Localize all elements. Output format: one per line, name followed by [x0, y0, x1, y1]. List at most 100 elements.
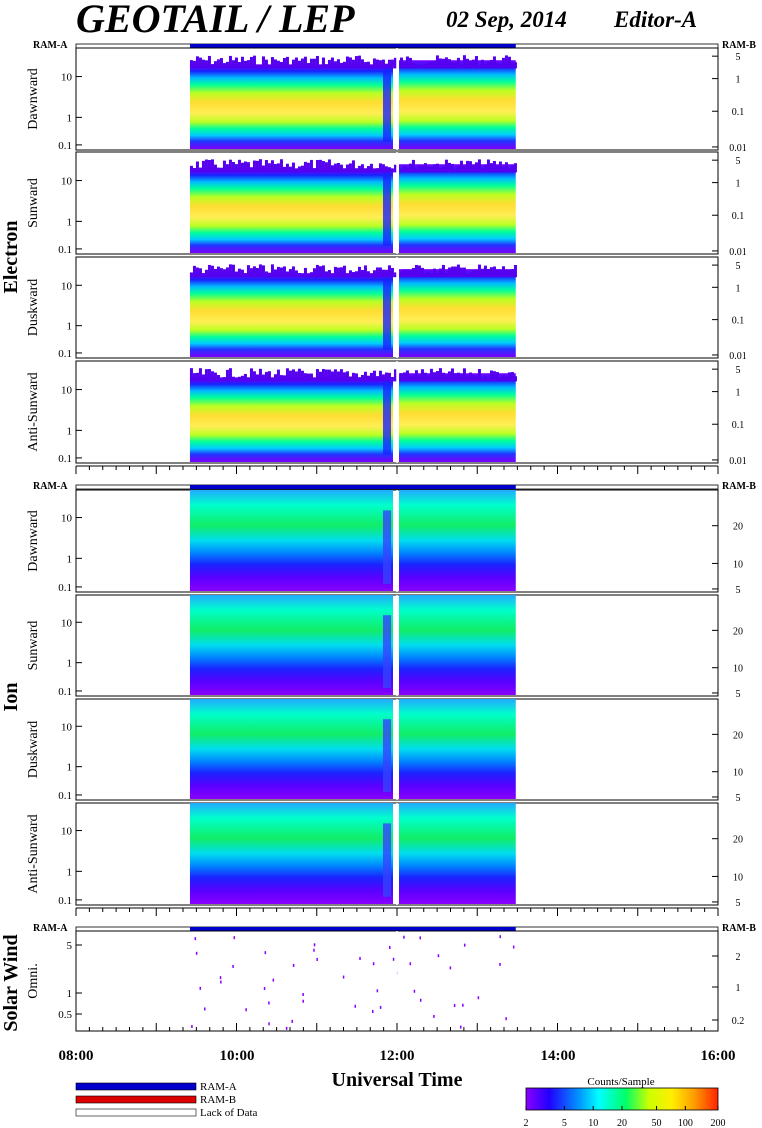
- spectrogram-edge: [243, 161, 247, 173]
- spectrogram-edge: [375, 376, 379, 382]
- spectrogram-edge: [474, 375, 478, 382]
- spectrogram-edge: [435, 272, 439, 278]
- spectrogram-edge: [471, 270, 475, 278]
- spectrogram-edge: [255, 160, 259, 173]
- spectrogram-edge: [309, 159, 313, 173]
- spectrogram-edge: [513, 62, 517, 69]
- spectrogram-edge: [402, 62, 406, 69]
- spectrogram-edge: [333, 266, 337, 278]
- spectrogram-edge: [363, 62, 367, 69]
- spectrogram-edge: [336, 371, 340, 382]
- spectrogram-edge: [195, 372, 199, 382]
- spectrogram-edge: [468, 61, 472, 69]
- spectrogram-edge: [402, 372, 406, 382]
- spectrogram-edge: [504, 162, 508, 173]
- solar-wind-mark: [233, 936, 236, 940]
- solar-wind-mark: [462, 1003, 464, 1007]
- spectrogram-edge: [414, 63, 418, 69]
- spectrogram-edge: [192, 373, 196, 382]
- spectrogram-edge: [369, 64, 373, 69]
- spectrogram-edge: [411, 159, 415, 173]
- legend-swatch-ram-b: [75, 1095, 197, 1104]
- spectrogram-edge: [378, 267, 382, 278]
- solar-wind-mark: [199, 986, 202, 990]
- spectrogram-edge: [225, 267, 229, 278]
- spectrogram-edge: [300, 165, 304, 173]
- spectrogram-edge: [357, 55, 361, 69]
- spectrogram-edge: [321, 57, 325, 69]
- y-tick-label: 1: [67, 988, 73, 1000]
- spectrogram-band: [399, 269, 516, 357]
- spectrogram-edge: [213, 372, 217, 382]
- y-tick-label: 10: [61, 721, 73, 733]
- spectrogram-edge: [294, 270, 298, 278]
- spectrogram-edge: [219, 58, 223, 69]
- spectrogram-edge: [264, 59, 268, 69]
- spectrogram-edge: [459, 160, 463, 173]
- y-tick-label: 10: [61, 385, 73, 397]
- spectrogram-edge: [312, 58, 316, 69]
- y-tick-label-right: 0.01: [729, 247, 747, 258]
- spectrogram-edge: [501, 57, 505, 69]
- spectrogram-edge: [285, 56, 289, 69]
- spectrogram-edge: [237, 159, 241, 173]
- solar-wind-mark: [376, 989, 379, 993]
- spectrogram-edge: [216, 266, 220, 278]
- spectrogram-edge: [507, 372, 511, 382]
- spectrogram-edge: [468, 161, 472, 173]
- spectrogram-edge: [231, 376, 235, 382]
- spectrogram-edge: [195, 161, 199, 173]
- spectrogram-edge: [252, 371, 256, 382]
- ram-bar-label-left: RAM-A: [33, 481, 68, 492]
- spectrogram-edge: [453, 266, 457, 278]
- spectrogram-edge: [288, 370, 292, 382]
- solar-wind-mark: [453, 1004, 456, 1008]
- legend-label-ram-b: RAM-B: [200, 1094, 236, 1106]
- solar-wind-mark: [191, 1025, 193, 1029]
- solar-wind-mark: [372, 1009, 374, 1013]
- spectrogram-edge: [312, 168, 316, 173]
- spectrogram-edge: [264, 271, 268, 278]
- spectrogram-edge: [393, 272, 397, 278]
- spectrogram-band: [189, 64, 393, 149]
- spectrogram-edge: [348, 270, 352, 278]
- spectrogram-edge: [228, 264, 232, 278]
- solar-wind-mark: [512, 945, 515, 949]
- spectrogram-edge: [291, 59, 295, 69]
- date-label: 02 Sep, 2014: [446, 7, 567, 32]
- spectrogram-edge: [261, 374, 265, 382]
- y-tick-label-right: 1: [736, 983, 741, 994]
- spectrogram-edge: [267, 64, 271, 69]
- spectrogram-edge: [204, 159, 208, 173]
- spectrogram-edge: [510, 372, 514, 382]
- spectrogram-edge: [381, 374, 385, 382]
- spectrogram-edge: [435, 163, 439, 173]
- spectrogram-edge: [417, 65, 421, 69]
- spectrogram-edge: [435, 55, 439, 69]
- spectrogram-edge: [420, 369, 424, 382]
- spectrogram-edge: [474, 269, 478, 278]
- spectrogram-edge: [240, 56, 244, 69]
- colorbar-tick-label: 2: [524, 1118, 529, 1128]
- spectrogram-edge: [501, 266, 505, 278]
- spectrogram-edge: [369, 163, 373, 173]
- panel-label: Anti-Sunward: [26, 372, 41, 451]
- spectrogram-edge: [216, 59, 220, 69]
- spectrogram-edge: [306, 63, 310, 69]
- solar-wind-mark: [372, 962, 375, 966]
- spectrogram-edge: [270, 377, 274, 382]
- spectrogram-edge: [282, 166, 286, 173]
- panel-label: Sunward: [26, 178, 41, 228]
- spectrogram-edge: [294, 57, 298, 69]
- y-tick-label: 1: [67, 216, 73, 228]
- group-label-ion: Ion: [0, 683, 22, 712]
- spectrogram-edge: [336, 162, 340, 173]
- spectrogram-edge: [231, 161, 235, 173]
- solar-wind-mark: [354, 1004, 357, 1008]
- spectrogram-band: [399, 595, 516, 695]
- colorbar-title: Counts/Sample: [587, 1076, 654, 1088]
- spectrogram-edge: [309, 373, 313, 382]
- spectrogram-edge: [315, 159, 319, 173]
- spectrogram-edge: [339, 267, 343, 278]
- spectrogram-edge: [240, 375, 244, 382]
